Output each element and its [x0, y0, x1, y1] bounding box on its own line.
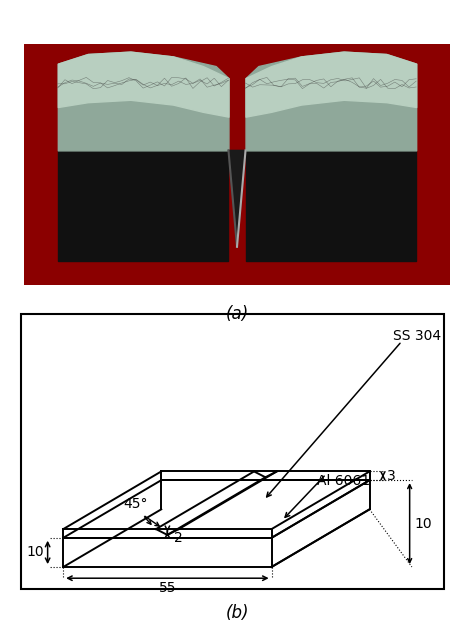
- Text: 45°: 45°: [124, 498, 148, 512]
- Polygon shape: [58, 150, 228, 261]
- Text: 10: 10: [27, 545, 44, 559]
- Text: SS 304: SS 304: [393, 329, 441, 344]
- Polygon shape: [246, 150, 416, 261]
- Text: 3: 3: [387, 469, 396, 483]
- Text: 55: 55: [159, 581, 176, 595]
- FancyBboxPatch shape: [24, 44, 450, 285]
- Polygon shape: [228, 150, 246, 247]
- Text: Al 6061: Al 6061: [317, 474, 370, 488]
- Text: (a): (a): [225, 304, 249, 323]
- Text: 2: 2: [174, 531, 183, 545]
- Text: (b): (b): [225, 604, 249, 622]
- Text: 10: 10: [414, 517, 432, 531]
